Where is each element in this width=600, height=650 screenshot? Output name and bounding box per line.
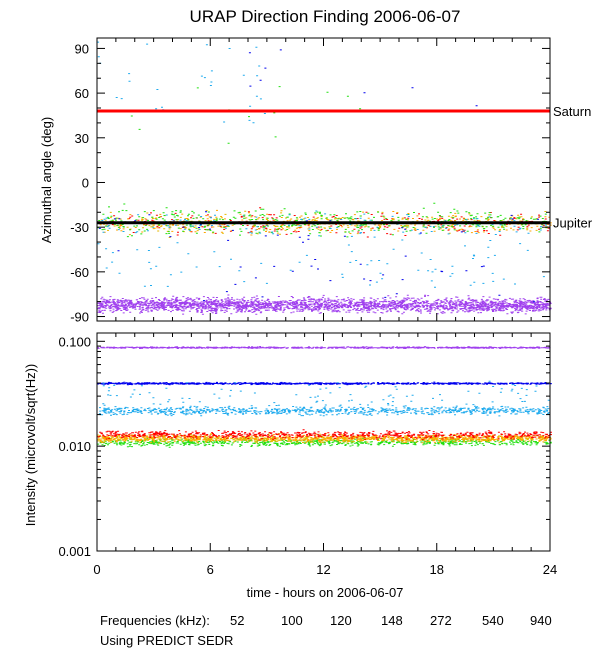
legend: Frequencies (kHz): 52 100 120 148 272 54… xyxy=(100,613,552,628)
footer-note: Using PREDICT SEDR xyxy=(100,633,233,648)
series-52-intensity xyxy=(97,429,552,441)
x-tick-label: 12 xyxy=(316,562,330,577)
legend-item-148: 148 xyxy=(381,613,403,628)
scatter-540-high xyxy=(248,49,478,107)
azimuth-ytick-label: 90 xyxy=(75,41,89,56)
x-tick-label: 24 xyxy=(543,562,557,577)
series-120-intensity xyxy=(97,432,552,444)
legend-item-272: 272 xyxy=(430,613,452,628)
azimuth-ytick-label: -90 xyxy=(70,310,89,325)
legend-label: Frequencies (kHz): xyxy=(100,613,210,628)
azimuth-y-axis-label: Azimuthal angle (deg) xyxy=(39,117,54,243)
azimuth-points xyxy=(97,41,552,315)
series-148-azimuth xyxy=(97,202,548,238)
intensity-ytick-label: 0.010 xyxy=(58,439,91,454)
scatter-148-high xyxy=(130,86,362,144)
legend-item-120: 120 xyxy=(330,613,352,628)
x-tick-label: 6 xyxy=(207,562,214,577)
legend-item-540: 540 xyxy=(482,613,504,628)
series-940-intensity xyxy=(97,346,551,350)
azimuth-frame xyxy=(96,37,551,322)
azimuth-ytick-label: -30 xyxy=(70,220,89,235)
azimuth-ytick-label: 0 xyxy=(82,175,89,190)
intensity-ytick-label: 0.001 xyxy=(58,544,91,559)
azimuth-ytick-label: 60 xyxy=(75,86,89,101)
series-540-intensity xyxy=(97,381,552,386)
chart-title: URAP Direction Finding 2006-06-07 xyxy=(190,7,461,26)
x-axis-label: time - hours on 2006-06-07 xyxy=(247,585,404,600)
azimuth-ytick-label: -60 xyxy=(70,265,89,280)
reference-label-saturn: Saturn xyxy=(553,104,591,119)
azimuth-ytick-label: 30 xyxy=(75,131,89,146)
x-tick-label: 0 xyxy=(93,562,100,577)
intensity-points xyxy=(97,346,552,448)
legend-item-940: 940 xyxy=(530,613,552,628)
intensity-ytick-label: 0.100 xyxy=(58,334,91,349)
reference-label-jupiter: Jupiter xyxy=(553,216,593,231)
series-148-intensity xyxy=(97,436,552,448)
legend-item-100: 100 xyxy=(281,613,303,628)
intensity-y-axis-label: Intensity (microvolt/sqrt(Hz)) xyxy=(23,364,38,527)
x-tick-label: 18 xyxy=(430,562,444,577)
series-272-intensity xyxy=(98,380,550,417)
azimuth-panel: Saturn Jupiter 90 60 30 0 -30 -60 -90 xyxy=(70,37,593,325)
legend-item-52: 52 xyxy=(230,613,244,628)
series-940-azimuth xyxy=(97,294,552,315)
